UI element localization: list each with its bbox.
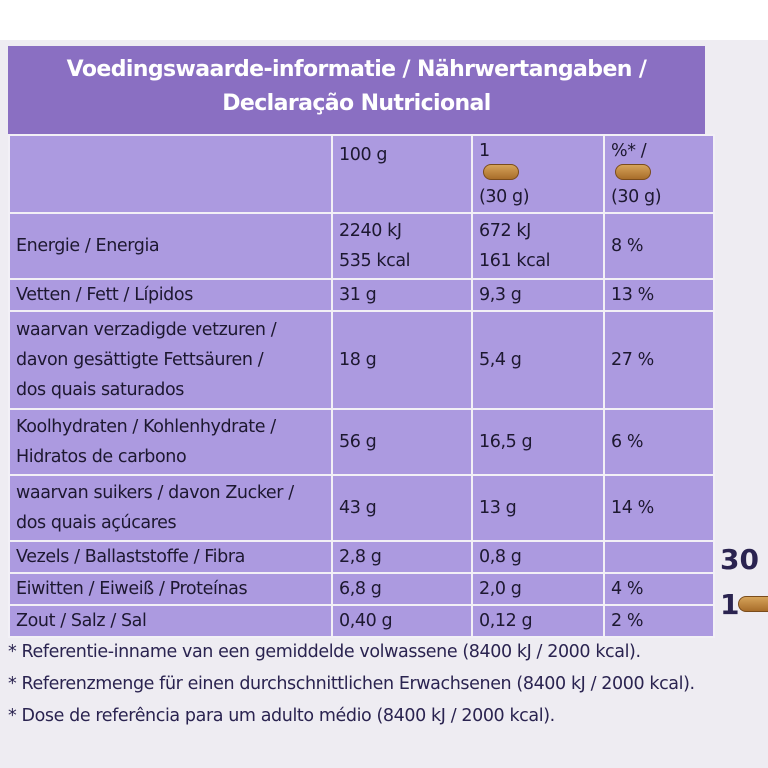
- nutrient-label: waarvan verzadigde vetzuren / davon gesä…: [8, 310, 333, 410]
- ri-value: [603, 540, 715, 574]
- table-row: Vetten / Fett / Lípidos 31 g 9,3 g 13 %: [8, 278, 715, 312]
- table-header-row: 100 g 1 (30 g) %* / (30 g): [8, 134, 715, 214]
- nutrient-label-line: waarvan suikers / davon Zucker /: [16, 483, 294, 503]
- header-per-100g: 100 g: [331, 134, 473, 214]
- ri-value: 14 %: [603, 474, 715, 542]
- table-row: Energie / Energia 2240 kJ 535 kcal 672 k…: [8, 212, 715, 280]
- portion-value: 0,8 g: [471, 540, 605, 574]
- per-100g-value: 0,40 g: [331, 604, 473, 638]
- ri-value: 2 %: [603, 604, 715, 638]
- footnote: * Dose de referência para um adulto médi…: [8, 706, 555, 726]
- nutrient-label: Energie / Energia: [8, 212, 333, 280]
- nutrient-label-line: dos quais saturados: [16, 380, 185, 400]
- nutrient-label-line: davon gesättigte Fettsäuren /: [16, 350, 264, 370]
- portion-value: 13 g: [471, 474, 605, 542]
- nutrition-table: 100 g 1 (30 g) %* / (30 g) Energie / Ene…: [8, 134, 715, 638]
- per-100g-value: 31 g: [331, 278, 473, 312]
- footnote: * Referenzmenge für einen durchschnittli…: [8, 674, 695, 694]
- nutrient-label: Zout / Salz / Sal: [8, 604, 333, 638]
- ri-value: 8 %: [603, 212, 715, 280]
- per-100g-value: 43 g: [331, 474, 473, 542]
- header-portion-weight: (30 g): [479, 187, 530, 207]
- portion-value: 9,3 g: [471, 278, 605, 312]
- per-100g-value: 2,8 g: [331, 540, 473, 574]
- nutrient-label-line: waarvan verzadigde vetzuren /: [16, 320, 277, 340]
- header-portion-count: 1: [479, 141, 490, 161]
- per-100g-value: 56 g: [331, 408, 473, 476]
- portion-value: 2,0 g: [471, 572, 605, 606]
- nutrient-label-line: Hidratos de carbono: [16, 447, 187, 467]
- chocolate-bar-icon: [483, 164, 519, 180]
- header-ri-percent: %* /: [611, 141, 647, 161]
- energy-kj-100g: 2240 kJ: [339, 221, 402, 241]
- title-line-1: Voedingswaarde-informatie / Nährwertanga…: [66, 57, 647, 82]
- chocolate-bar-icon: [615, 164, 651, 180]
- table-row: Vezels / Ballaststoffe / Fibra 2,8 g 0,8…: [8, 540, 715, 574]
- title-bar: Voedingswaarde-informatie / Nährwertanga…: [8, 46, 705, 134]
- header-empty-cell: [8, 134, 333, 214]
- energy-kj-portion: 672 kJ: [479, 221, 531, 241]
- energy-kcal-100g: 535 kcal: [339, 251, 411, 271]
- footnote: * Referentie-inname van een gemiddelde v…: [8, 642, 641, 662]
- chocolate-bar-icon: [738, 596, 768, 612]
- header-per-100g-label: 100 g: [339, 145, 388, 165]
- title-line-2: Declaração Nutricional: [222, 91, 491, 116]
- side-partial-text: 30: [720, 543, 759, 576]
- portion-value: 672 kJ 161 kcal: [471, 212, 605, 280]
- ri-value: 13 %: [603, 278, 715, 312]
- top-white-band: [0, 0, 768, 40]
- nutrient-label: Vezels / Ballaststoffe / Fibra: [8, 540, 333, 574]
- nutrient-label: waarvan suikers / davon Zucker / dos qua…: [8, 474, 333, 542]
- nutrient-label-line: dos quais açúcares: [16, 513, 177, 533]
- nutrient-label: Vetten / Fett / Lípidos: [8, 278, 333, 312]
- header-reference-intake: %* / (30 g): [603, 134, 715, 214]
- table-row: Eiwitten / Eiweiß / Proteínas 6,8 g 2,0 …: [8, 572, 715, 606]
- table-row: waarvan suikers / davon Zucker / dos qua…: [8, 474, 715, 542]
- nutrient-label-line: Koolhydraten / Kohlenhydrate /: [16, 417, 276, 437]
- portion-value: 5,4 g: [471, 310, 605, 410]
- table-row: Koolhydraten / Kohlenhydrate / Hidratos …: [8, 408, 715, 476]
- nutrient-label: Eiwitten / Eiweiß / Proteínas: [8, 572, 333, 606]
- per-100g-value: 18 g: [331, 310, 473, 410]
- table-row: waarvan verzadigde vetzuren / davon gesä…: [8, 310, 715, 410]
- ri-value: 27 %: [603, 310, 715, 410]
- header-ri-weight: (30 g): [611, 187, 662, 207]
- ri-value: 4 %: [603, 572, 715, 606]
- portion-value: 16,5 g: [471, 408, 605, 476]
- energy-kcal-portion: 161 kcal: [479, 251, 551, 271]
- header-portion: 1 (30 g): [471, 134, 605, 214]
- table-row: Zout / Salz / Sal 0,40 g 0,12 g 2 %: [8, 604, 715, 638]
- per-100g-value: 6,8 g: [331, 572, 473, 606]
- ri-value: 6 %: [603, 408, 715, 476]
- per-100g-value: 2240 kJ 535 kcal: [331, 212, 473, 280]
- portion-value: 0,12 g: [471, 604, 605, 638]
- nutrient-label: Koolhydraten / Kohlenhydrate / Hidratos …: [8, 408, 333, 476]
- side-partial-count: 1: [720, 588, 740, 621]
